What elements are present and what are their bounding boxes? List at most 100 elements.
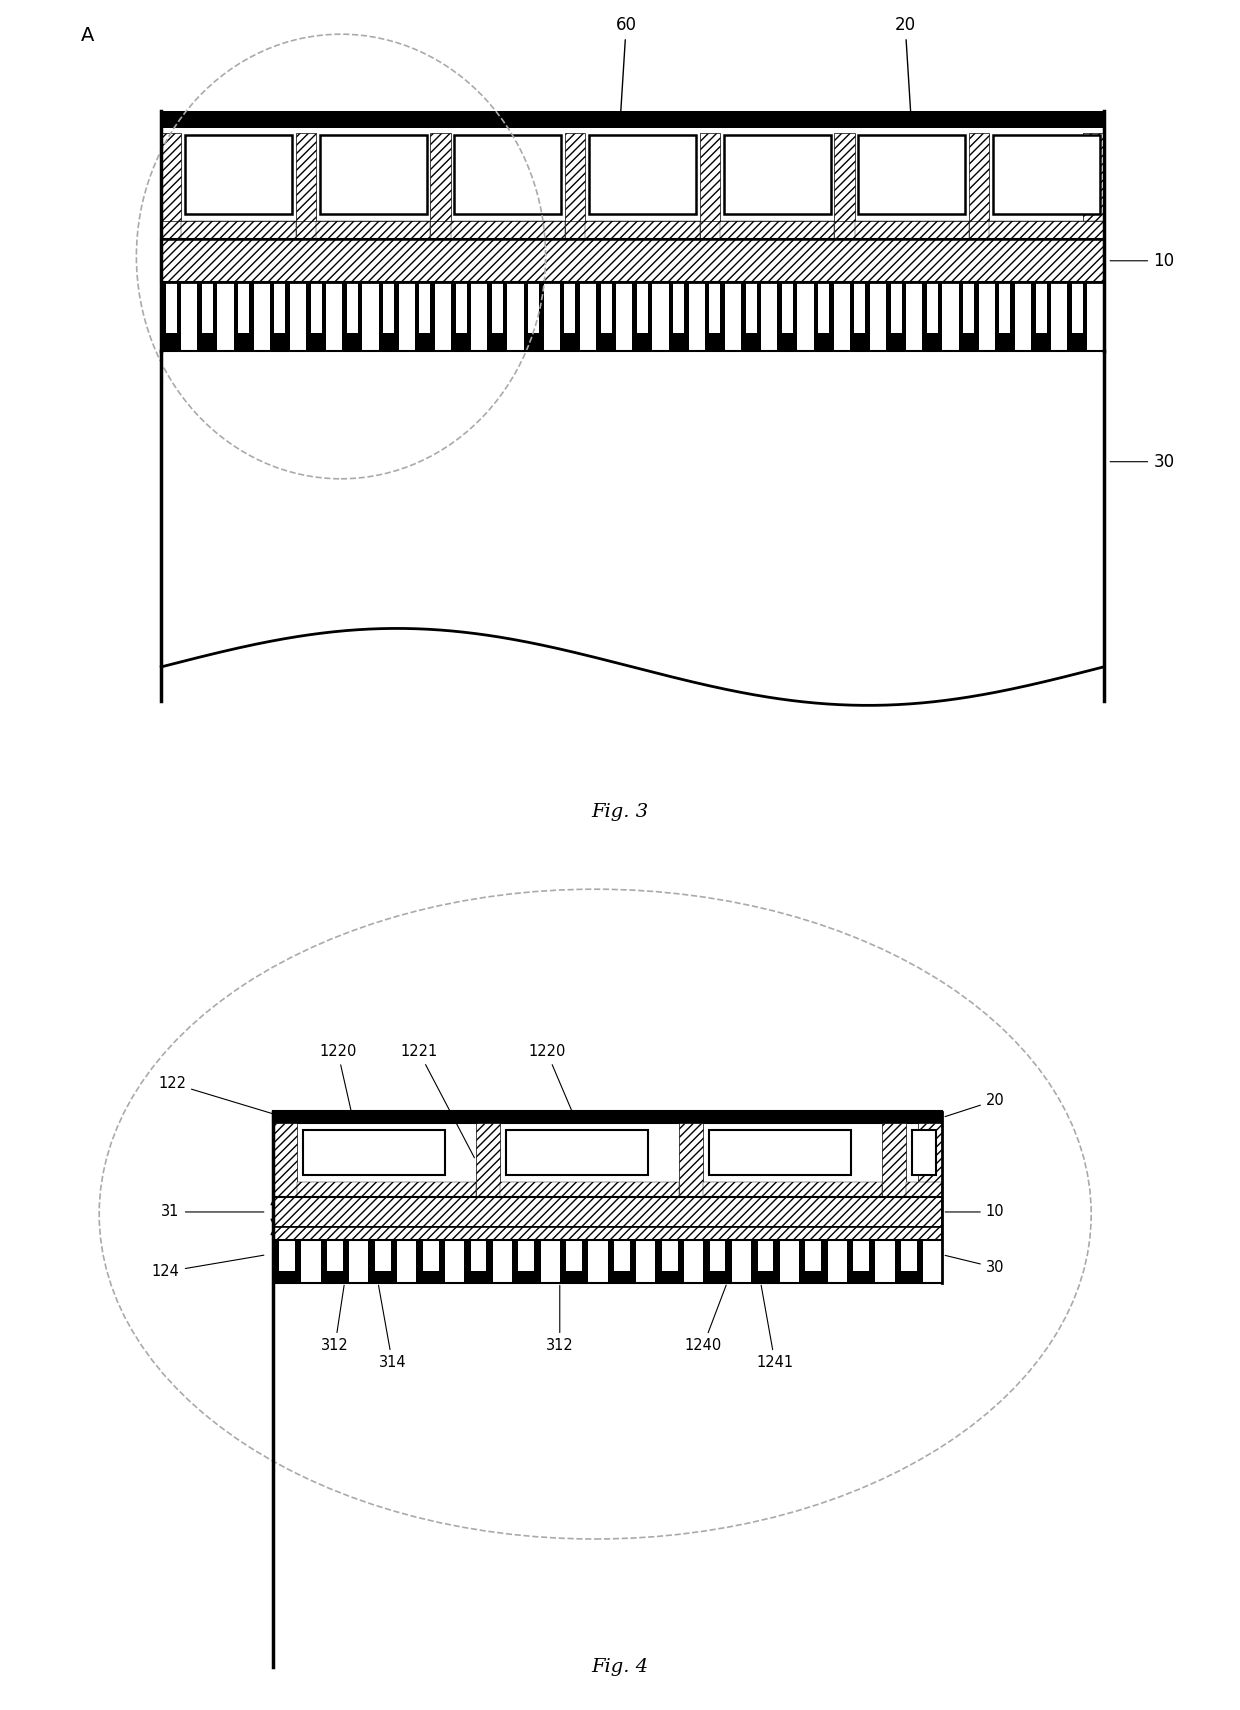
Bar <box>608 1240 636 1282</box>
Text: 10: 10 <box>945 1204 1004 1219</box>
Bar <box>273 1240 301 1282</box>
Text: Fig. 4: Fig. 4 <box>591 1659 649 1676</box>
Bar <box>181 221 296 239</box>
Bar <box>913 1130 936 1175</box>
Bar <box>274 282 285 333</box>
Text: 20: 20 <box>894 15 916 121</box>
Text: 30: 30 <box>1110 453 1174 470</box>
Bar <box>161 239 1104 282</box>
Bar <box>430 133 450 239</box>
Bar <box>906 1182 942 1197</box>
Bar <box>202 282 213 333</box>
Bar <box>500 1182 678 1197</box>
Bar <box>926 282 937 333</box>
Text: 314: 314 <box>378 1286 407 1370</box>
Bar <box>298 1182 476 1197</box>
Bar <box>327 1240 343 1271</box>
Text: 1220: 1220 <box>528 1045 577 1122</box>
Bar <box>567 1240 582 1271</box>
Bar <box>637 282 647 333</box>
Bar <box>600 282 611 333</box>
Bar <box>745 282 756 333</box>
Text: 31: 31 <box>161 1204 264 1219</box>
Bar <box>632 282 652 351</box>
Bar <box>678 1123 703 1197</box>
Bar <box>699 133 720 239</box>
Bar <box>320 135 427 214</box>
Bar <box>185 135 293 214</box>
Bar <box>506 1130 649 1175</box>
Bar <box>523 282 543 351</box>
Bar <box>999 282 1011 333</box>
Bar <box>559 1240 589 1282</box>
Bar <box>854 282 866 333</box>
Bar <box>799 1240 827 1282</box>
Bar <box>777 282 797 351</box>
Bar <box>233 282 254 351</box>
Bar <box>1071 282 1083 333</box>
Bar <box>273 1228 942 1240</box>
Bar <box>417 1240 445 1282</box>
Bar <box>166 282 176 333</box>
Bar <box>709 1130 851 1175</box>
Bar <box>423 1240 439 1271</box>
Text: 312: 312 <box>321 1286 348 1353</box>
Bar <box>1035 282 1047 333</box>
Bar <box>450 221 565 239</box>
Bar <box>742 282 761 351</box>
Bar <box>854 221 968 239</box>
Bar <box>918 1123 942 1197</box>
Text: 60: 60 <box>616 15 636 121</box>
Text: 1220: 1220 <box>319 1045 356 1120</box>
Bar <box>835 133 854 239</box>
Bar <box>470 1240 486 1271</box>
Bar <box>758 1240 774 1271</box>
Bar <box>894 1240 924 1282</box>
Bar <box>724 135 831 214</box>
Text: 10: 10 <box>1110 251 1174 270</box>
Bar <box>419 282 430 333</box>
Bar <box>374 1240 391 1271</box>
Bar <box>512 1240 541 1282</box>
Bar <box>270 282 290 351</box>
Bar <box>306 282 326 351</box>
Bar <box>273 1123 298 1197</box>
Text: 1221: 1221 <box>401 1045 475 1158</box>
Bar <box>415 282 435 351</box>
Bar <box>564 282 575 333</box>
Bar <box>585 221 699 239</box>
Text: 30: 30 <box>945 1255 1004 1276</box>
Bar <box>990 221 1104 239</box>
Bar <box>668 282 688 351</box>
Bar <box>316 221 430 239</box>
Bar <box>993 135 1100 214</box>
Text: 124: 124 <box>153 1255 264 1279</box>
Bar <box>709 282 720 333</box>
Bar <box>161 111 1104 128</box>
Bar <box>476 1123 500 1197</box>
Bar <box>342 282 362 351</box>
Bar <box>662 1240 678 1271</box>
Bar <box>455 282 466 333</box>
Bar <box>709 1240 725 1271</box>
Bar <box>818 282 830 333</box>
Bar <box>847 1240 875 1282</box>
Bar <box>1068 282 1087 351</box>
Bar <box>161 282 181 351</box>
Bar <box>994 282 1014 351</box>
Bar <box>161 133 181 239</box>
Text: A: A <box>81 26 94 44</box>
Bar <box>703 1182 882 1197</box>
Bar <box>704 282 725 351</box>
Bar <box>720 221 835 239</box>
Bar <box>487 282 507 351</box>
Bar <box>451 282 471 351</box>
Bar <box>273 1112 942 1123</box>
Bar <box>311 282 321 333</box>
Bar <box>238 282 249 333</box>
Text: 312: 312 <box>546 1286 574 1353</box>
Bar <box>347 282 358 333</box>
Text: Fig. 3: Fig. 3 <box>591 804 649 821</box>
Text: 20: 20 <box>945 1093 1004 1117</box>
Bar <box>849 282 869 351</box>
